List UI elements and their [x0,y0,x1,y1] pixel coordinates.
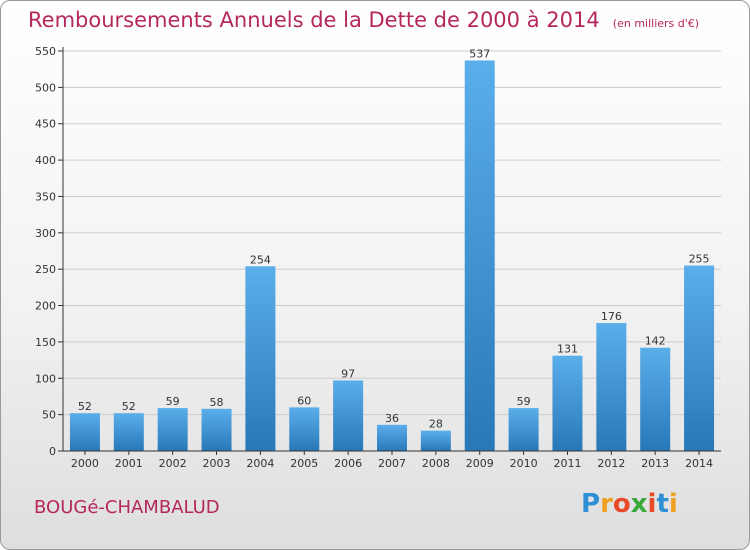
bar [113,413,144,451]
title-unit: (en milliers d'€) [612,17,700,30]
data-label: 142 [645,335,666,348]
data-label: 52 [122,400,136,413]
commune-name: BOUGé-CHAMBALUD [34,497,220,518]
x-tick-label: 2001 [115,457,143,470]
bar [596,323,627,451]
x-tick-label: 2010 [510,457,538,470]
data-label: 97 [341,367,355,380]
axes [58,47,721,455]
data-label: 254 [250,253,271,266]
x-tick-label: 2005 [290,457,318,470]
chart-title: Remboursements Annuels de la Dette de 20… [28,8,699,32]
bar [464,60,495,452]
data-label: 537 [469,47,490,60]
bar [508,408,539,451]
logo-letter: x [630,489,648,519]
y-tick-label: 550 [35,45,56,58]
y-tick-label: 0 [49,445,56,458]
y-tick-label: 300 [35,227,56,240]
x-tick-label: 2000 [71,457,99,470]
data-label: 59 [166,395,180,408]
bar [201,408,232,451]
data-label: 176 [601,310,622,323]
bar [245,266,276,451]
bar [289,407,320,451]
logo-letter: o [612,489,631,519]
x-tick-label: 2007 [378,457,406,470]
bar [377,424,407,451]
x-tick-label: 2012 [597,457,625,470]
x-tick-label: 2008 [422,457,450,470]
x-tick-label: 2002 [159,457,187,470]
bar [333,380,364,451]
x-tick-label: 2014 [685,457,713,470]
bar [69,413,100,451]
data-label: 36 [385,412,399,425]
y-tick-label: 250 [35,263,56,276]
bars [69,60,715,452]
x-tick-label: 2003 [203,457,231,470]
y-tick-label: 150 [35,336,56,349]
data-label: 60 [297,394,311,407]
logo-letter: r [600,489,613,519]
x-tick-label: 2013 [641,457,669,470]
data-label: 255 [689,253,710,266]
y-tick-label: 500 [35,81,56,94]
data-label: 131 [557,343,578,356]
labels: 0 50 100 150 200 250 300 350 400 450 500 550 52 2000 5… [35,45,713,470]
y-tick-label: 350 [35,190,56,203]
logo-letter: P [581,489,601,519]
x-tick-label: 2004 [246,457,274,470]
bar [640,347,671,451]
logo-letter: i [668,489,678,519]
y-tick-label: 50 [42,409,56,422]
x-tick-label: 2006 [334,457,362,470]
data-label: 59 [517,395,531,408]
title-text: Remboursements Annuels de la Dette de 20… [28,8,600,32]
bar [684,265,715,451]
logo-letter: t [656,489,669,519]
x-tick-label: 2011 [553,457,581,470]
x-tick-label: 2009 [466,457,494,470]
data-label: 58 [210,396,224,409]
logo-letter: i [647,489,657,519]
bar [420,430,451,451]
bar [552,355,583,451]
y-tick-label: 200 [35,300,56,313]
data-label: 52 [78,400,92,413]
y-tick-label: 400 [35,154,56,167]
bar [157,408,188,451]
data-label: 28 [429,418,443,431]
y-tick-label: 450 [35,118,56,131]
proxiti-logo: Proxiti [581,489,678,519]
y-tick-label: 100 [35,372,56,385]
